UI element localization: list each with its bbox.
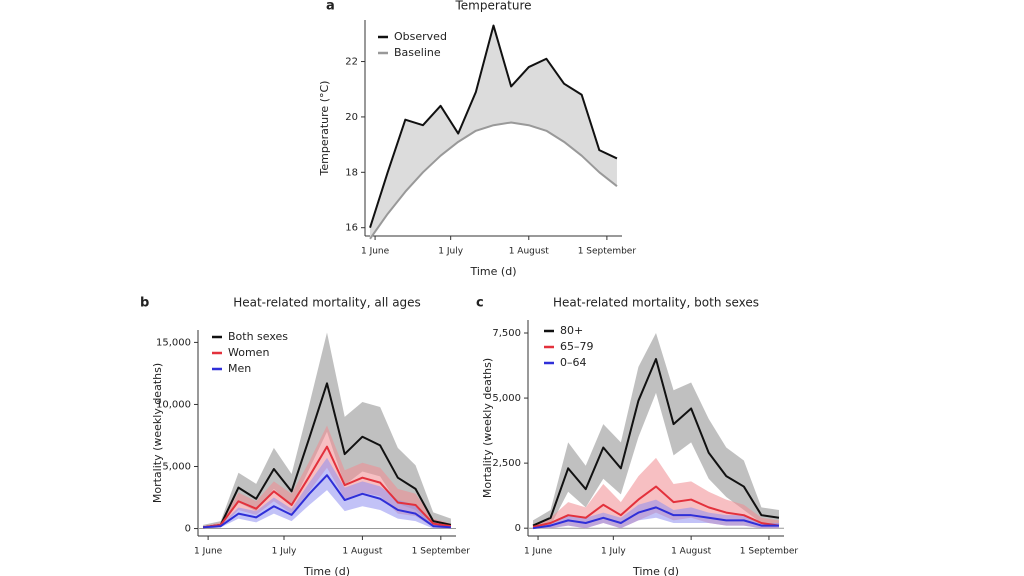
panel-label: b [140, 296, 149, 311]
y-tick-label: 18 [345, 167, 358, 178]
legend-label: Observed [394, 30, 447, 43]
chart-title: Heat-related mortality, all ages [233, 296, 421, 310]
legend-label: 0–64 [560, 356, 587, 369]
series-line [369, 121, 618, 240]
y-tick-label: 0 [515, 523, 521, 534]
y-axis-label: Mortality (weekly deaths) [481, 358, 494, 498]
series-line [202, 382, 452, 529]
series-line [532, 358, 780, 527]
y-tick-label: 5,000 [492, 393, 521, 404]
legend-label: Both sexes [228, 330, 288, 343]
series-line [532, 506, 779, 530]
legend-label: Men [228, 362, 251, 375]
x-tick-label: 1 June [524, 547, 553, 557]
x-tick-label: 1 August [671, 547, 712, 557]
y-tick-label: 7,500 [492, 328, 521, 339]
legend-label: 65–79 [560, 340, 594, 353]
y-tick-label: 20 [345, 112, 358, 123]
x-axis-label: Time (d) [632, 565, 679, 576]
x-axis-label: Time (d) [470, 265, 517, 278]
x-tick-label: 1 September [412, 547, 471, 557]
x-tick-label: 1 July [272, 547, 297, 557]
y-tick-label: 10,000 [156, 399, 191, 410]
x-tick-label: 1 August [509, 247, 550, 257]
x-tick-label: 1 July [601, 547, 626, 557]
y-tick-label: 22 [345, 57, 358, 68]
y-tick-label: 15,000 [156, 337, 191, 348]
series-line [532, 485, 780, 528]
series-line [202, 445, 452, 529]
y-axis-label: Temperature (°C) [318, 81, 331, 177]
legend-label: 80+ [560, 324, 583, 337]
y-axis-label: Mortality (weekly deaths) [151, 363, 164, 503]
y-tick-label: 5,000 [162, 462, 191, 473]
y-tick-label: 0 [185, 524, 191, 535]
x-tick-label: 1 August [342, 547, 383, 557]
x-tick-label: 1 September [578, 247, 637, 257]
y-tick-label: 2,500 [492, 458, 521, 469]
x-tick-label: 1 June [361, 247, 390, 257]
chart-title: Temperature [454, 0, 531, 13]
chart-title: Heat-related mortality, both sexes [553, 296, 759, 310]
series-line [369, 24, 618, 228]
legend-label: Women [228, 346, 269, 359]
series-line [202, 474, 452, 529]
x-axis-label: Time (d) [303, 565, 350, 576]
confidence-band [533, 333, 779, 529]
x-tick-label: 1 September [740, 547, 799, 557]
x-tick-label: 1 July [438, 247, 463, 257]
panel-label: c [476, 296, 484, 311]
panel-label: a [326, 0, 335, 14]
x-tick-label: 1 June [194, 547, 223, 557]
legend-label: Baseline [394, 46, 441, 59]
shaded-area [370, 25, 617, 239]
y-tick-label: 16 [345, 223, 358, 234]
